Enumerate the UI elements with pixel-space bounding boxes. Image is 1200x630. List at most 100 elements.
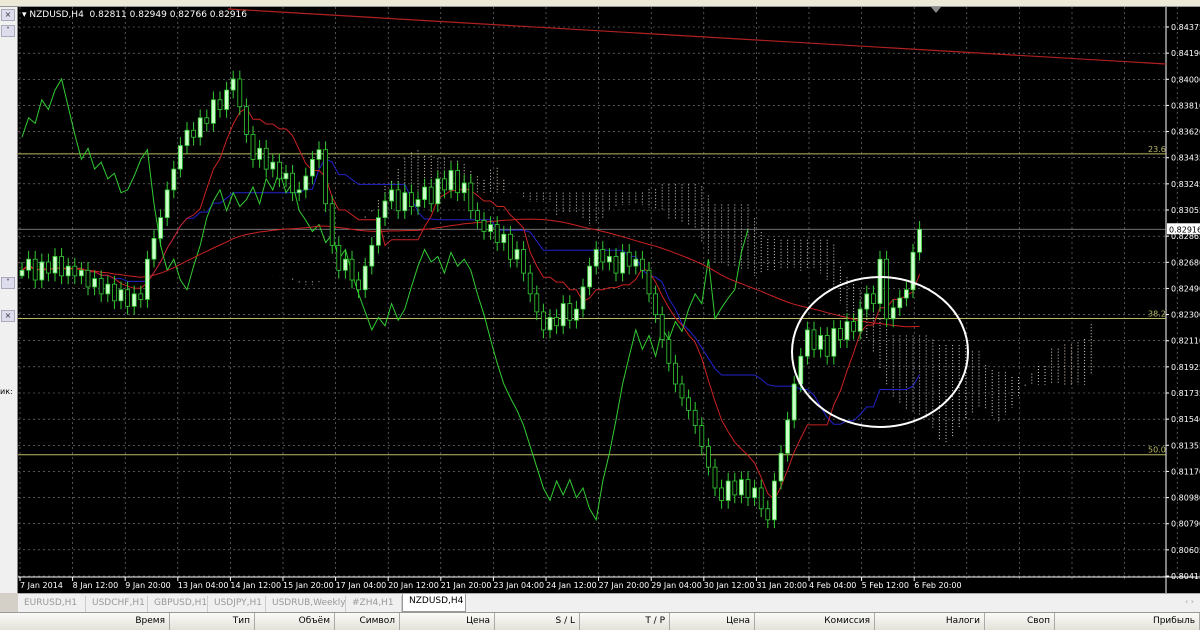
price-label: 0.83435 <box>1171 154 1200 163</box>
close-icon[interactable]: × <box>1 310 15 322</box>
candle <box>45 261 51 274</box>
tab-eurusd-h1[interactable]: EURUSD,H1 <box>18 596 86 612</box>
collapse-arrow-icon[interactable]: ▾ <box>22 10 30 20</box>
price-label: 0.83055 <box>1171 206 1200 215</box>
time-label: 27 Jan 20:00 <box>599 581 650 590</box>
candle <box>303 175 309 191</box>
column-header[interactable]: Налоги <box>875 613 985 630</box>
candle <box>706 445 711 468</box>
candle <box>745 479 751 499</box>
column-header[interactable]: Цена <box>400 613 495 630</box>
price-label: 0.84375 <box>1171 23 1200 32</box>
candle <box>243 106 249 135</box>
tab-gbpusd-h1[interactable]: GBPUSD,H1 <box>148 596 208 612</box>
tab-usdrub-weekly[interactable]: USDRUB,Weekly <box>266 596 346 612</box>
candle <box>402 192 408 212</box>
column-header[interactable]: Символ <box>335 613 400 630</box>
candle <box>547 317 553 331</box>
candle <box>329 203 335 246</box>
candle <box>441 178 447 191</box>
close-icon[interactable]: × <box>1 9 15 21</box>
candle <box>435 178 441 205</box>
chart-tabs: EURUSD,H1 USDCHF,H1 GBPUSD,H1 USDJPY,H1 USDR… <box>18 593 1200 612</box>
scroll-up-icon[interactable]: ˄ <box>1 25 15 37</box>
chart-shift-marker[interactable] <box>931 7 941 13</box>
candle <box>316 149 322 160</box>
candle <box>455 170 461 194</box>
candle <box>620 251 625 274</box>
candle <box>164 189 170 219</box>
column-header[interactable]: Цена <box>670 613 755 630</box>
current-price-label: 0.82916 <box>1169 225 1200 234</box>
column-header[interactable]: Объём <box>255 613 335 630</box>
candle <box>560 303 566 327</box>
tab-nzdusd-h4[interactable]: NZDUSD,H4 <box>402 594 466 612</box>
column-header[interactable]: T / P <box>580 613 670 630</box>
candle <box>494 224 500 243</box>
candle <box>85 269 91 288</box>
scroll-down-icon[interactable]: ˅ <box>1 277 15 289</box>
candle <box>448 170 454 191</box>
trendline[interactable] <box>227 8 1167 65</box>
candle <box>501 233 507 243</box>
candle <box>791 383 797 421</box>
candle <box>362 265 368 291</box>
tab-scroll-arrows[interactable]: ‹ › <box>1185 597 1194 606</box>
circle-annotation[interactable] <box>791 276 969 428</box>
column-header[interactable]: Прибыль <box>1055 613 1200 630</box>
column-header[interactable]: Комиссия <box>755 613 875 630</box>
time-label: 14 Jan 12:00 <box>230 581 281 590</box>
candle <box>52 256 58 274</box>
candle <box>468 182 474 212</box>
tab--zh4-h1[interactable]: #ZH4,H1 <box>346 596 402 612</box>
candle <box>415 199 421 207</box>
candle <box>607 256 612 263</box>
tab-usdchf-h1[interactable]: USDCHF,H1 <box>86 596 148 612</box>
candle <box>541 311 546 331</box>
candle <box>250 134 256 160</box>
time-label: 4 Feb 04:00 <box>809 581 856 590</box>
candle <box>422 186 428 201</box>
time-label: 31 Jan 20:00 <box>756 581 807 590</box>
candle <box>507 233 513 260</box>
candle <box>191 129 197 138</box>
candle <box>217 99 223 110</box>
candle <box>712 466 718 489</box>
candle <box>356 279 362 291</box>
candle <box>72 265 78 277</box>
time-label: 5 Feb 12:00 <box>862 581 909 590</box>
column-header[interactable]: Время <box>0 613 170 630</box>
candle <box>138 293 144 300</box>
time-label: 30 Jan 12:00 <box>704 581 755 590</box>
candle <box>554 317 559 327</box>
candle <box>158 217 164 239</box>
candle <box>237 78 243 108</box>
candle <box>389 189 395 202</box>
price-label: 0.81735 <box>1171 389 1200 398</box>
candle <box>613 256 619 274</box>
candle <box>831 328 837 357</box>
column-header[interactable]: Тип <box>170 613 255 630</box>
tab-usdjpy-h1[interactable]: USDJPY,H1 <box>208 596 266 612</box>
toolbar <box>0 0 1200 7</box>
column-header[interactable]: S / L <box>495 613 580 630</box>
candle <box>19 269 25 277</box>
price-label: 0.80415 <box>1171 572 1200 581</box>
candle <box>349 258 355 281</box>
candle <box>296 189 302 194</box>
candle <box>26 258 32 271</box>
candle <box>105 283 111 295</box>
time-label: 8 Jan 12:00 <box>73 581 119 590</box>
candle <box>699 425 705 447</box>
candle <box>679 383 685 399</box>
column-header[interactable]: Своп <box>985 613 1055 630</box>
